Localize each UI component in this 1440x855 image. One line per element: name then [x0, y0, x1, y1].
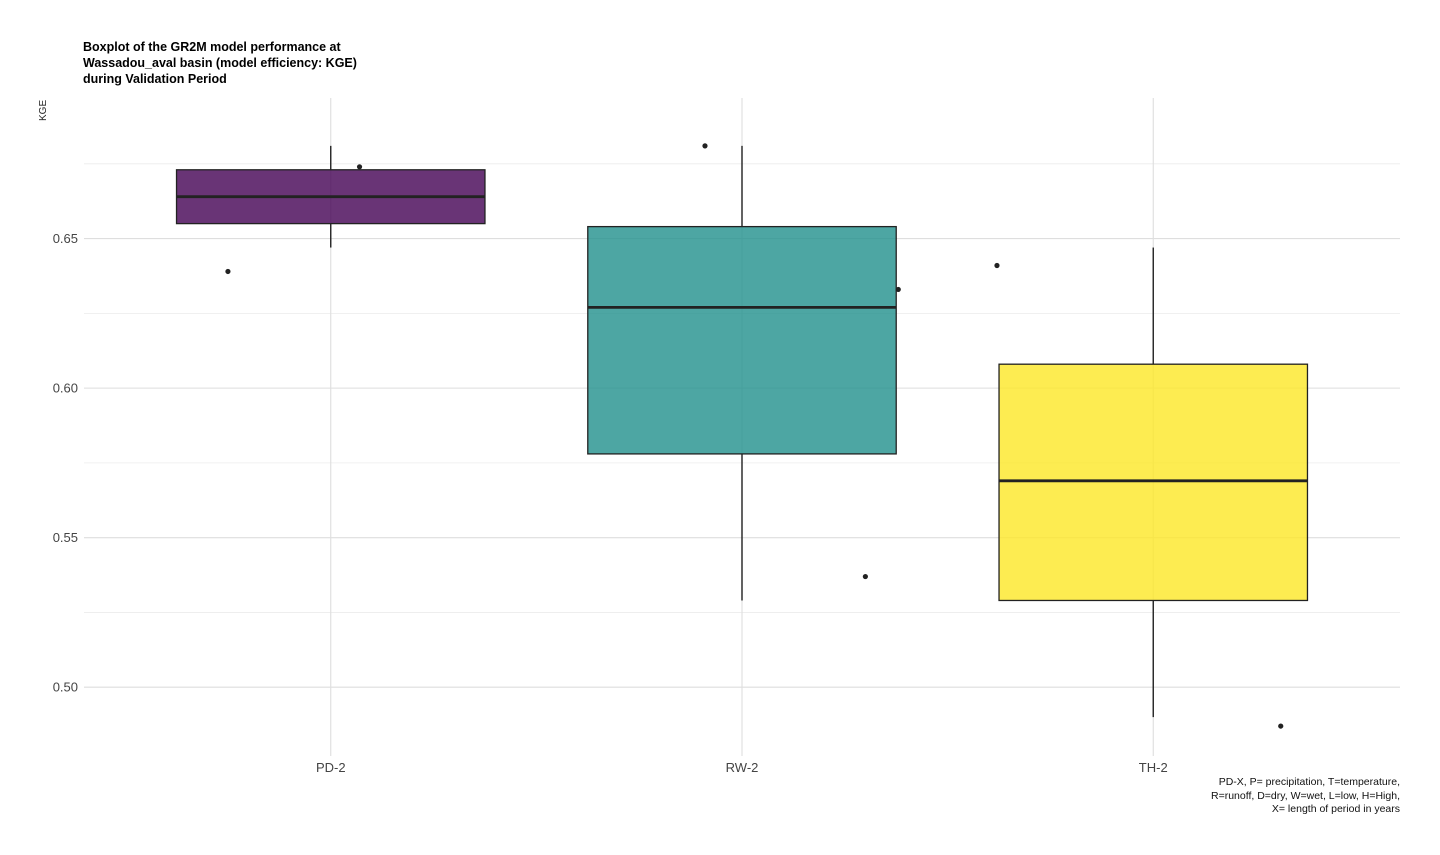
boxes-layer [175, 145, 1309, 718]
x-tick-label: RW-2 [726, 760, 759, 775]
data-point [862, 573, 868, 580]
y-axis-ticks: 0.50 0.55 0.60 0.65 [53, 231, 78, 695]
y-tick-label: 0.50 [53, 680, 78, 695]
data-point [994, 262, 1000, 269]
y-tick-label: 0.60 [53, 381, 78, 396]
x-tick-label: TH-2 [1139, 760, 1168, 775]
data-point [1278, 723, 1284, 729]
data-point [356, 164, 363, 170]
box-rw-2 [587, 225, 897, 455]
data-point [225, 268, 231, 275]
chart-title: Boxplot of the GR2M model performance at… [83, 40, 357, 86]
y-tick-label: 0.55 [53, 530, 78, 545]
chart-caption: PD-X, P= precipitation, T=temperature, R… [1211, 776, 1400, 815]
y-tick-label: 0.65 [53, 231, 78, 246]
data-point [895, 286, 901, 293]
points-layer [225, 143, 1284, 729]
x-axis-ticks: PD-2 RW-2 TH-2 [316, 760, 1168, 775]
data-point [702, 143, 708, 149]
x-tick-label: PD-2 [316, 760, 346, 775]
box-th-2 [998, 363, 1309, 602]
